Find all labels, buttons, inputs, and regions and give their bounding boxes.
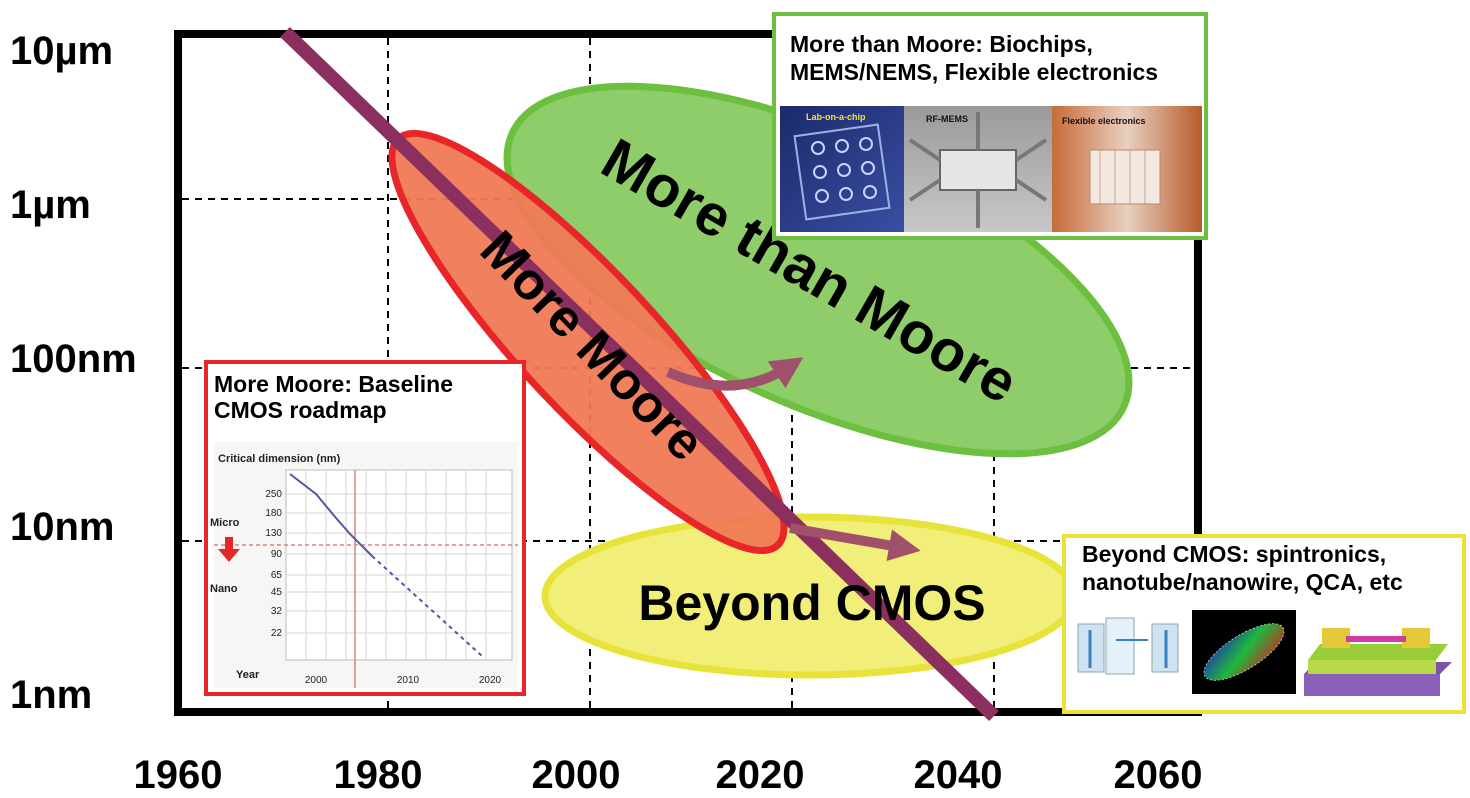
rf-mems-caption: RF-MEMS [926,114,968,124]
x-label-2060: 2060 [1114,753,1203,797]
nanotube-image [1192,610,1296,694]
inset-ytick-250: 250 [265,489,282,500]
spintronics-image [1072,610,1190,694]
beyond-box-title-2: nanotube/nanowire, QCA, etc [1082,569,1403,595]
inset-ytick-45: 45 [271,587,283,598]
lab-on-a-chip-image: Lab-on-a-chip [780,106,904,232]
beyond-cmos-label: Beyond CMOS [638,575,985,631]
more-than-moore-box: More than Moore: Biochips, MEMS/NEMS, Fl… [772,12,1208,240]
beyond-cmos-box: Beyond CMOS: spintronics, nanotube/nanow… [1062,534,1466,714]
micro-label: Micro [210,517,240,529]
x-label-2020: 2020 [716,753,805,797]
y-label-100nm: 100nm [10,337,137,381]
rf-mems-image: RF-MEMS [904,106,1052,232]
inset-title: Critical dimension (nm) [218,453,341,465]
nano-label: Nano [210,583,238,595]
lab-on-a-chip-caption: Lab-on-a-chip [806,112,866,122]
inset-ytick-130: 130 [265,528,282,539]
mtm-box-title-2: MEMS/NEMS, Flexible electronics [790,59,1158,85]
y-label-1nm: 1nm [10,673,92,717]
inset-xlabel: Year [236,669,260,681]
arrow-to-beyond-cmos [789,523,921,562]
mtm-box-title-1: More than Moore: Biochips, [790,31,1093,57]
x-label-1960: 1960 [134,753,223,797]
beyond-box-title-1: Beyond CMOS: spintronics, [1082,541,1386,567]
y-label-10nm: 10nm [10,505,115,549]
y-label-1um: 1µm [10,183,91,227]
micro-to-nano-arrow-icon [218,537,240,562]
inset-xtick-2000: 2000 [305,675,328,686]
inset-xtick-2010: 2010 [397,675,420,686]
inset-ytick-32: 32 [271,606,283,617]
inset-cd-curve [289,473,373,557]
inset-cd-projection [371,555,483,657]
x-label-2040: 2040 [914,753,1003,797]
y-label-10um: 10µm [10,29,113,73]
mm-box-title-2: CMOS roadmap [214,397,387,423]
scaling-trend-line [280,26,999,722]
arrow-to-more-than-moore [665,357,804,391]
inset-ytick-180: 180 [265,508,282,519]
inset-ytick-22: 22 [271,628,283,639]
flexible-electronics-caption: Flexible electronics [1062,116,1146,126]
x-label-1980: 1980 [334,753,423,797]
inset-xtick-2020: 2020 [479,675,502,686]
mm-box-title-1: More Moore: Baseline [214,371,453,397]
inset-ytick-65: 65 [271,570,283,581]
more-moore-box: More Moore: Baseline CMOS roadmap Critic… [204,360,526,696]
x-label-2000: 2000 [532,753,621,797]
critical-dimension-inset: Critical dimension (nm) 250 180 130 90 [210,442,518,688]
flexible-electronics-image: Flexible electronics [1052,106,1202,232]
nanowire-fet-image [1304,628,1452,696]
inset-ytick-90: 90 [271,549,283,560]
